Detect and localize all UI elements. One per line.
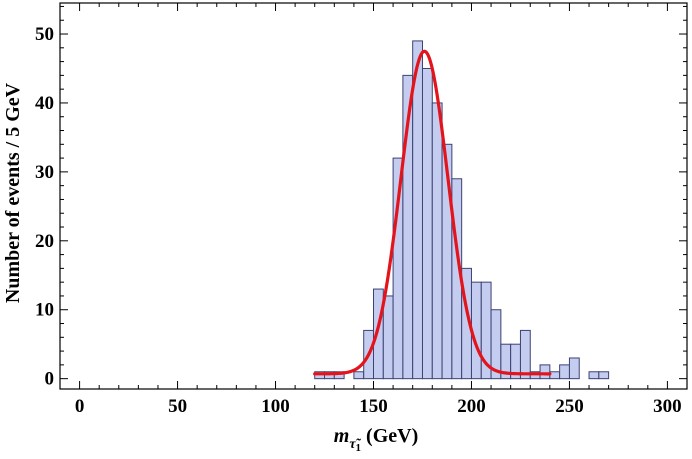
- x-tick-label-100: 100: [261, 396, 290, 417]
- y-axis-tick-labels: 0 10 20 30 40 50: [35, 24, 54, 390]
- x-tick-label-150: 150: [359, 396, 388, 417]
- y-tick-label-0: 0: [45, 369, 55, 390]
- x-axis-ticks: [79, 3, 688, 389]
- y-tick-label-30: 30: [35, 162, 54, 183]
- histogram-bar-245: [559, 364, 570, 380]
- histogram-bar-225: [519, 329, 531, 380]
- x-axis-tick-labels: 0 50 100 150 200 250 300: [75, 396, 682, 417]
- histogram-bar-170: [412, 40, 423, 380]
- x-axis-subscript-index: 1: [356, 442, 362, 454]
- histogram-bar-235: [539, 364, 551, 380]
- y-tick-label-10: 10: [35, 300, 54, 321]
- histogram-bar-180: [431, 102, 443, 380]
- x-axis-unit: (GeV): [366, 425, 418, 447]
- gaussian-fit-curve: [313, 49, 552, 376]
- x-axis-variable: m: [334, 425, 350, 447]
- y-tick-label-50: 50: [35, 24, 54, 45]
- y-tick-label-40: 40: [35, 93, 54, 114]
- y-axis-title: Number of events / 5 GeV: [2, 82, 24, 303]
- histogram-bar-175: [421, 67, 433, 380]
- histogram-bars: [314, 40, 610, 380]
- x-tick-label-0: 0: [75, 396, 85, 417]
- histogram-bar-250: [568, 357, 580, 380]
- x-tick-label-200: 200: [457, 396, 486, 417]
- histogram-bar-265: [598, 371, 610, 380]
- x-tick-label-50: 50: [168, 396, 187, 417]
- histogram-bar-260: [588, 371, 600, 380]
- x-tick-label-250: 250: [555, 396, 584, 417]
- histogram-bar-155: [382, 295, 394, 380]
- x-tick-label-300: 300: [653, 396, 682, 417]
- y-axis-ticks: [60, 5, 687, 380]
- histogram-bar-240: [549, 371, 561, 380]
- y-tick-label-20: 20: [35, 231, 54, 252]
- histogram-bar-140: [353, 371, 365, 380]
- x-axis-title: mτ̃1(GeV): [334, 425, 418, 454]
